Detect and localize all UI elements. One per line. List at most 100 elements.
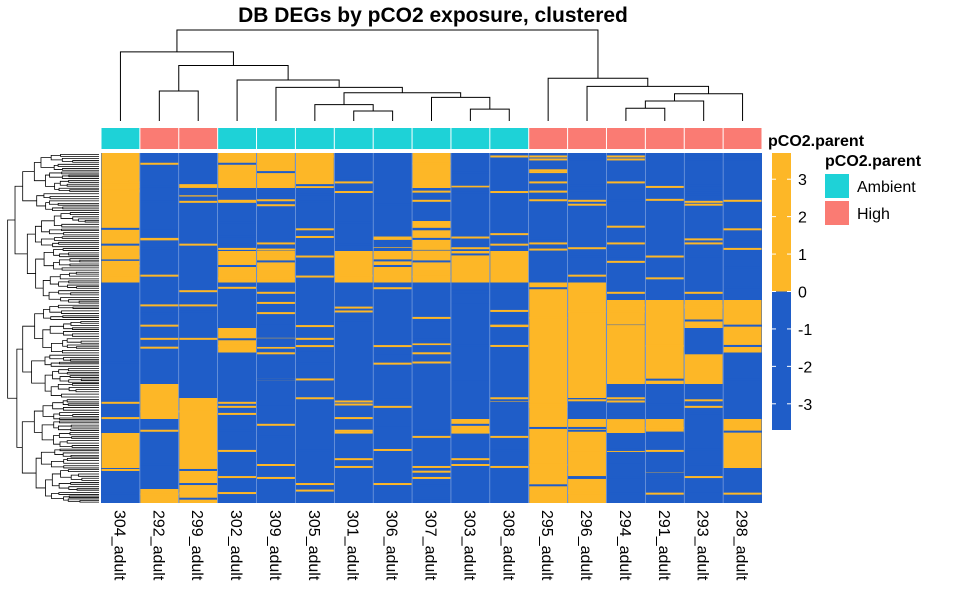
heatmap-row-line	[490, 397, 529, 400]
row-dendrogram-branch	[66, 338, 99, 343]
row-dendrogram-branch	[68, 379, 99, 383]
heatmap-row-line	[179, 200, 218, 203]
row-dendrogram-branch	[72, 333, 99, 337]
row-dendrogram-branch	[58, 281, 69, 287]
heatmap-row-line	[529, 199, 568, 202]
heatmap-row-line	[529, 400, 568, 403]
row-dendrogram-branch	[66, 344, 99, 348]
heatmap-row-line	[684, 193, 723, 196]
heatmap-row-line	[140, 162, 179, 165]
heatmap-cell-high	[179, 433, 218, 468]
heatmap-row-line	[412, 463, 451, 466]
heatmap-row-line	[606, 225, 645, 228]
heatmap-cell-high	[218, 153, 257, 188]
heatmap-row-line	[373, 362, 412, 365]
heatmap-row-line	[568, 189, 606, 192]
dendrogram-branch	[176, 29, 599, 79]
row-dendrogram-branch	[72, 414, 99, 417]
heatmap-row-line	[218, 199, 257, 202]
heatmap-row-line	[101, 259, 140, 262]
row-dendrogram-branch	[33, 410, 44, 433]
column-label: 304_adult	[110, 510, 127, 581]
heatmap-row-line	[373, 483, 412, 486]
annotation-legend-title: pCO2.parent	[825, 153, 922, 170]
heatmap-cell-high	[257, 153, 295, 188]
dendrogram-branch	[644, 100, 705, 121]
annotation-cell	[490, 128, 529, 149]
heatmap-cell-high	[568, 352, 606, 384]
heatmap-row-line	[568, 449, 606, 452]
row-dendrogram-branch	[40, 157, 55, 168]
row-dendrogram-branch	[70, 358, 99, 362]
heatmap-row-line	[684, 304, 723, 307]
row-dendrogram-branch	[69, 272, 99, 277]
row-dendrogram-branch	[66, 372, 99, 375]
heatmap-row-line	[684, 399, 723, 402]
heatmap-row-line	[412, 221, 451, 224]
heatmap-row-line	[257, 277, 295, 280]
heatmap-row-line	[723, 266, 762, 269]
heatmap-row-line	[257, 193, 295, 196]
heatmap-cell-high	[723, 433, 762, 468]
heatmap-cell-high	[684, 352, 723, 384]
dendrogram-branch	[236, 79, 340, 121]
column-label: 293_adult	[694, 510, 711, 581]
heatmap-row-line	[218, 158, 257, 161]
heatmap-row-line	[684, 476, 723, 479]
heatmap-row-line	[257, 338, 295, 341]
heatmap-row-line	[140, 304, 179, 307]
heatmap-row-line	[412, 260, 451, 263]
row-dendrogram-branch	[45, 479, 53, 497]
heatmap-row-line	[723, 378, 762, 381]
heatmap-row-line	[606, 155, 645, 158]
row-dendrogram-branch	[79, 259, 99, 263]
heatmap-row-line	[140, 324, 179, 327]
heatmap-row-line	[412, 345, 451, 348]
heatmap-row-line	[101, 492, 140, 495]
heatmap-cell-high	[490, 251, 529, 283]
heatmap-row-line	[529, 155, 568, 158]
color-scale-legend: 3 2 1 0 -1 -2 -3	[772, 153, 812, 430]
heatmap-row-line	[684, 155, 723, 158]
heatmap-row-line	[373, 290, 412, 293]
row-dendrogram-branch	[72, 216, 99, 221]
row-dendrogram-branch	[22, 171, 37, 202]
dendrogram-branch	[586, 85, 710, 121]
row-dendrogram-branch	[68, 179, 99, 183]
heatmap-row-line	[218, 235, 257, 238]
heatmap-row-line	[334, 465, 373, 468]
row-dendrogram-branch	[80, 340, 99, 344]
column-label: 291_adult	[655, 510, 672, 581]
heatmap-row-line	[684, 158, 723, 161]
heatmap-cell-high	[723, 419, 762, 433]
row-dendrogram-branch	[68, 299, 99, 303]
heatmap-row-line	[645, 492, 684, 495]
heatmap-row-line	[334, 403, 373, 406]
heatmap-row-line	[451, 291, 490, 294]
row-dendrogram-branch	[41, 424, 54, 441]
heatmap-row-line	[723, 286, 762, 289]
color-scale-tick-label: -1	[798, 322, 812, 339]
heatmap-row-line	[412, 465, 451, 468]
heatmap-row-line	[140, 337, 179, 340]
heatmap-row-line	[179, 290, 218, 293]
row-dendrogram-branch	[53, 261, 63, 270]
row-dendrogram-branch	[63, 459, 99, 464]
row-dendrogram-branch	[68, 252, 99, 256]
row-dendrogram-branch	[61, 236, 99, 239]
heatmap-row-line	[451, 423, 490, 426]
row-dendrogram-branch	[42, 405, 54, 417]
heatmap-row-line	[412, 247, 451, 250]
heatmap-row-line	[529, 463, 568, 466]
row-dendrogram-branch	[57, 202, 99, 206]
row-dendrogram-branch	[72, 383, 99, 386]
heatmap-row-line	[606, 397, 645, 400]
heatmap-row-line	[373, 405, 412, 408]
heatmap-row-line	[412, 237, 451, 240]
heatmap-row-line	[373, 203, 412, 206]
heatmap-row-line	[451, 236, 490, 239]
row-dendrogram-branch	[66, 399, 99, 403]
row-dendrogram-branch	[63, 232, 99, 236]
annotation-cell	[723, 128, 762, 149]
row-dendrogram-branch	[53, 215, 62, 227]
